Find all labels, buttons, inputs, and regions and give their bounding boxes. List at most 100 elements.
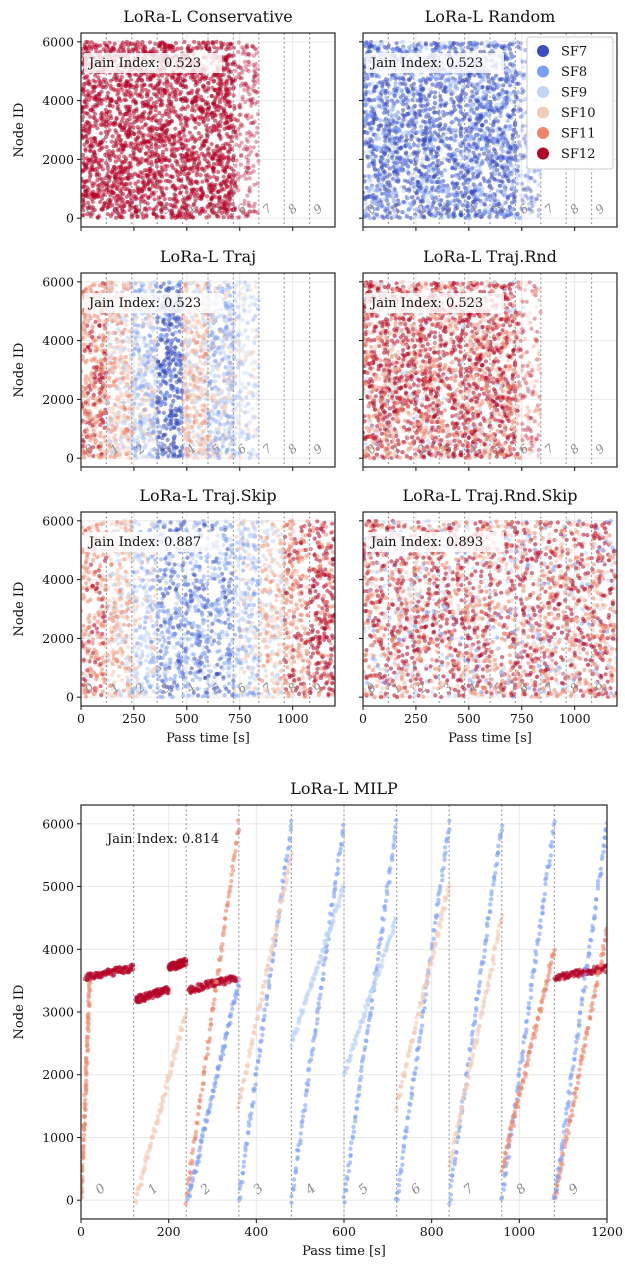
point [194, 179, 199, 184]
point [250, 120, 255, 126]
point [185, 147, 190, 152]
point [159, 47, 164, 52]
point [375, 175, 380, 180]
point [133, 171, 138, 176]
point [191, 203, 196, 208]
point [127, 49, 132, 55]
point [244, 44, 249, 49]
point [432, 211, 437, 216]
point [133, 142, 138, 147]
point [428, 72, 433, 77]
point [525, 172, 530, 177]
point [384, 102, 389, 107]
point [90, 154, 95, 159]
point [149, 154, 154, 159]
point [389, 155, 394, 160]
point [139, 119, 144, 124]
point [518, 173, 523, 178]
point [505, 194, 511, 199]
point [132, 115, 137, 120]
point [505, 118, 510, 123]
point [128, 189, 133, 194]
point [251, 163, 256, 169]
point [386, 156, 391, 161]
point [137, 115, 143, 120]
point [390, 176, 395, 181]
point [389, 151, 394, 156]
point [444, 101, 449, 106]
point [246, 62, 252, 67]
point [81, 156, 86, 161]
point [407, 47, 412, 52]
point [477, 187, 482, 192]
point [107, 199, 113, 204]
point [231, 93, 236, 98]
point [127, 117, 132, 122]
point [190, 157, 195, 162]
point [191, 46, 196, 51]
point [470, 121, 475, 126]
point [384, 77, 389, 82]
point [401, 199, 406, 204]
point [522, 71, 527, 77]
point [200, 41, 206, 46]
point [373, 41, 378, 46]
point [136, 130, 141, 135]
point [245, 59, 250, 64]
point [502, 182, 507, 188]
point [504, 77, 509, 82]
point [141, 198, 146, 203]
point [439, 76, 444, 81]
point [511, 75, 516, 80]
point [372, 161, 377, 166]
point [102, 192, 107, 197]
point [183, 84, 188, 89]
point [246, 166, 251, 171]
point [226, 175, 231, 180]
point [86, 161, 91, 166]
point [480, 186, 485, 191]
point [473, 127, 478, 132]
point [530, 203, 535, 208]
point [492, 168, 497, 173]
point [107, 158, 113, 163]
point [519, 125, 524, 130]
point [168, 82, 173, 87]
point [500, 88, 505, 93]
point [365, 194, 370, 199]
point [412, 103, 417, 109]
point [224, 155, 229, 160]
y-tick-label: 0 [66, 211, 74, 226]
point [122, 127, 127, 133]
point [519, 206, 524, 211]
point [516, 140, 522, 145]
point [165, 127, 170, 132]
point [90, 181, 95, 186]
point [237, 105, 243, 110]
point [387, 183, 393, 188]
point [194, 103, 199, 108]
point [517, 143, 522, 148]
point [184, 190, 189, 195]
window-label: 9 [311, 201, 326, 217]
point [365, 110, 370, 115]
point [86, 178, 92, 183]
point [224, 178, 229, 184]
point [142, 187, 147, 192]
point [158, 98, 164, 103]
point [149, 105, 154, 110]
point [376, 123, 381, 129]
point [240, 97, 245, 102]
point [101, 47, 106, 52]
point [223, 121, 228, 126]
point [409, 83, 414, 88]
point [114, 137, 119, 142]
point [214, 177, 219, 182]
point [248, 204, 253, 209]
point [376, 178, 381, 183]
point [219, 210, 224, 216]
point [245, 112, 251, 117]
point [143, 123, 148, 128]
